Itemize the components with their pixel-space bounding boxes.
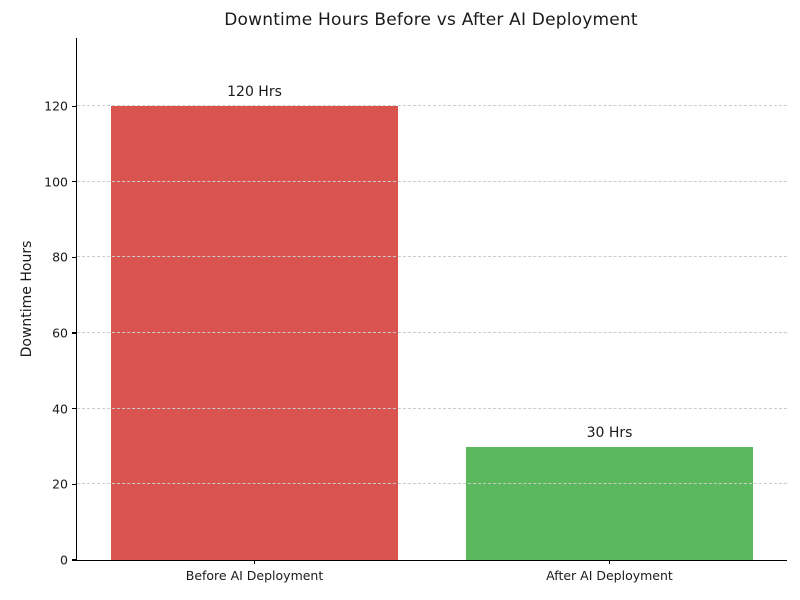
plot-area: 0 20 40 60 80 100 120 120 Hrs Before AI Deployme… (44, 38, 787, 583)
chart-title: Downtime Hours Before vs After AI Deploy… (224, 10, 638, 30)
y-tick-mark (72, 332, 77, 334)
gridline-y-60 (77, 332, 787, 334)
y-tick-mark (72, 256, 77, 258)
bar-value-label: 30 Hrs (586, 424, 633, 441)
y-tick-label: 40 (52, 401, 68, 417)
y-tick-label: 80 (52, 249, 68, 265)
gridline-y-80 (77, 256, 787, 258)
bar-before-ai-deployment (110, 106, 399, 560)
y-tick-label: 0 (60, 552, 68, 568)
y-tick-mark (72, 559, 77, 561)
x-tick-mark (253, 560, 256, 564)
y-tick-mark (72, 483, 77, 485)
y-tick-mark (72, 408, 77, 410)
x-tick-label: Before AI Deployment (185, 568, 324, 583)
gridline-y-40 (77, 407, 787, 409)
gridline-y-20 (77, 483, 787, 485)
y-tick-mark (72, 181, 77, 183)
x-tick-mark (608, 560, 611, 564)
y-tick-label: 20 (52, 476, 68, 492)
y-axis-label: Downtime Hours (19, 240, 35, 358)
gridline-y-120 (77, 105, 787, 107)
y-tick-label: 100 (44, 174, 68, 190)
y-tick-mark (72, 105, 77, 107)
gridline-y-100 (77, 180, 787, 182)
bar-value-label: 120 Hrs (227, 84, 282, 101)
y-tick-label: 60 (52, 325, 68, 341)
y-tick-label: 120 (44, 98, 68, 114)
x-tick-label: After AI Deployment (546, 568, 673, 583)
bar-after-ai-deployment (465, 446, 754, 560)
